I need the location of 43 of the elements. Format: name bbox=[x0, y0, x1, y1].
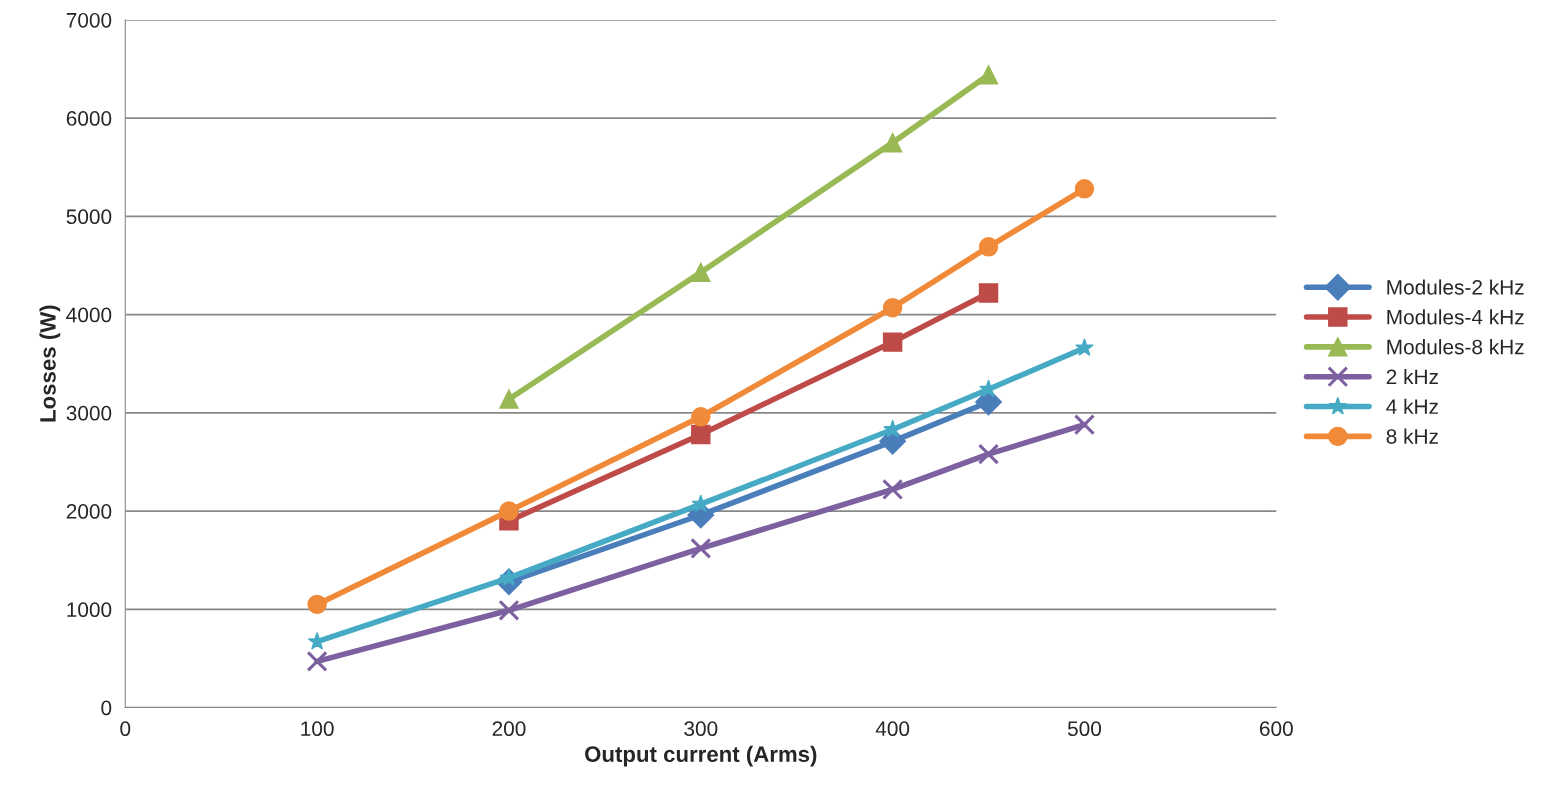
legend-label: Modules-4 kHz bbox=[1387, 309, 1524, 325]
point bbox=[977, 443, 1000, 465]
point bbox=[691, 424, 711, 445]
x-tick-label: 100 bbox=[301, 721, 334, 737]
x-tick-label: 600 bbox=[1259, 721, 1293, 737]
x-tick-label: 0 bbox=[120, 721, 131, 737]
point bbox=[498, 599, 520, 621]
point bbox=[882, 478, 904, 501]
y-tick-label: 0 bbox=[101, 700, 112, 716]
point bbox=[1073, 414, 1096, 436]
point bbox=[882, 132, 903, 153]
point bbox=[882, 297, 903, 318]
point bbox=[690, 537, 712, 559]
legend-label: Modules-8 kHz bbox=[1387, 339, 1524, 355]
y-tick-label: 3000 bbox=[66, 405, 112, 421]
point bbox=[1074, 179, 1095, 199]
y-tick-label: 5000 bbox=[66, 209, 112, 225]
point bbox=[499, 389, 519, 409]
x-tick-label: 200 bbox=[492, 721, 526, 737]
legend-label: 8 kHz bbox=[1386, 428, 1438, 444]
point bbox=[1075, 338, 1094, 356]
x-tick-label: 500 bbox=[1067, 721, 1102, 737]
point bbox=[978, 237, 999, 257]
y-tick-label: 7000 bbox=[66, 12, 112, 28]
point bbox=[306, 650, 328, 672]
point bbox=[978, 65, 999, 85]
y-tick-label: 1000 bbox=[67, 602, 112, 618]
point bbox=[691, 407, 711, 427]
y-tick-label: 6000 bbox=[66, 111, 112, 126]
point bbox=[978, 283, 999, 303]
point bbox=[882, 332, 903, 352]
legend-label: 2 kHz bbox=[1386, 368, 1438, 385]
x-tick-label: 300 bbox=[684, 721, 718, 737]
y-axis-title: Losses (W) bbox=[39, 305, 61, 422]
y-tick-label: 4000 bbox=[66, 307, 112, 323]
point bbox=[499, 501, 519, 521]
x-axis-title: Output current (Arms) bbox=[585, 745, 817, 767]
y-tick-label: 2000 bbox=[66, 504, 112, 519]
legend-label: 4 kHz bbox=[1386, 398, 1438, 414]
legend-label: Modules-2 kHz bbox=[1387, 279, 1524, 295]
x-tick-label: 400 bbox=[875, 721, 910, 737]
point bbox=[691, 262, 711, 283]
point bbox=[307, 594, 327, 615]
